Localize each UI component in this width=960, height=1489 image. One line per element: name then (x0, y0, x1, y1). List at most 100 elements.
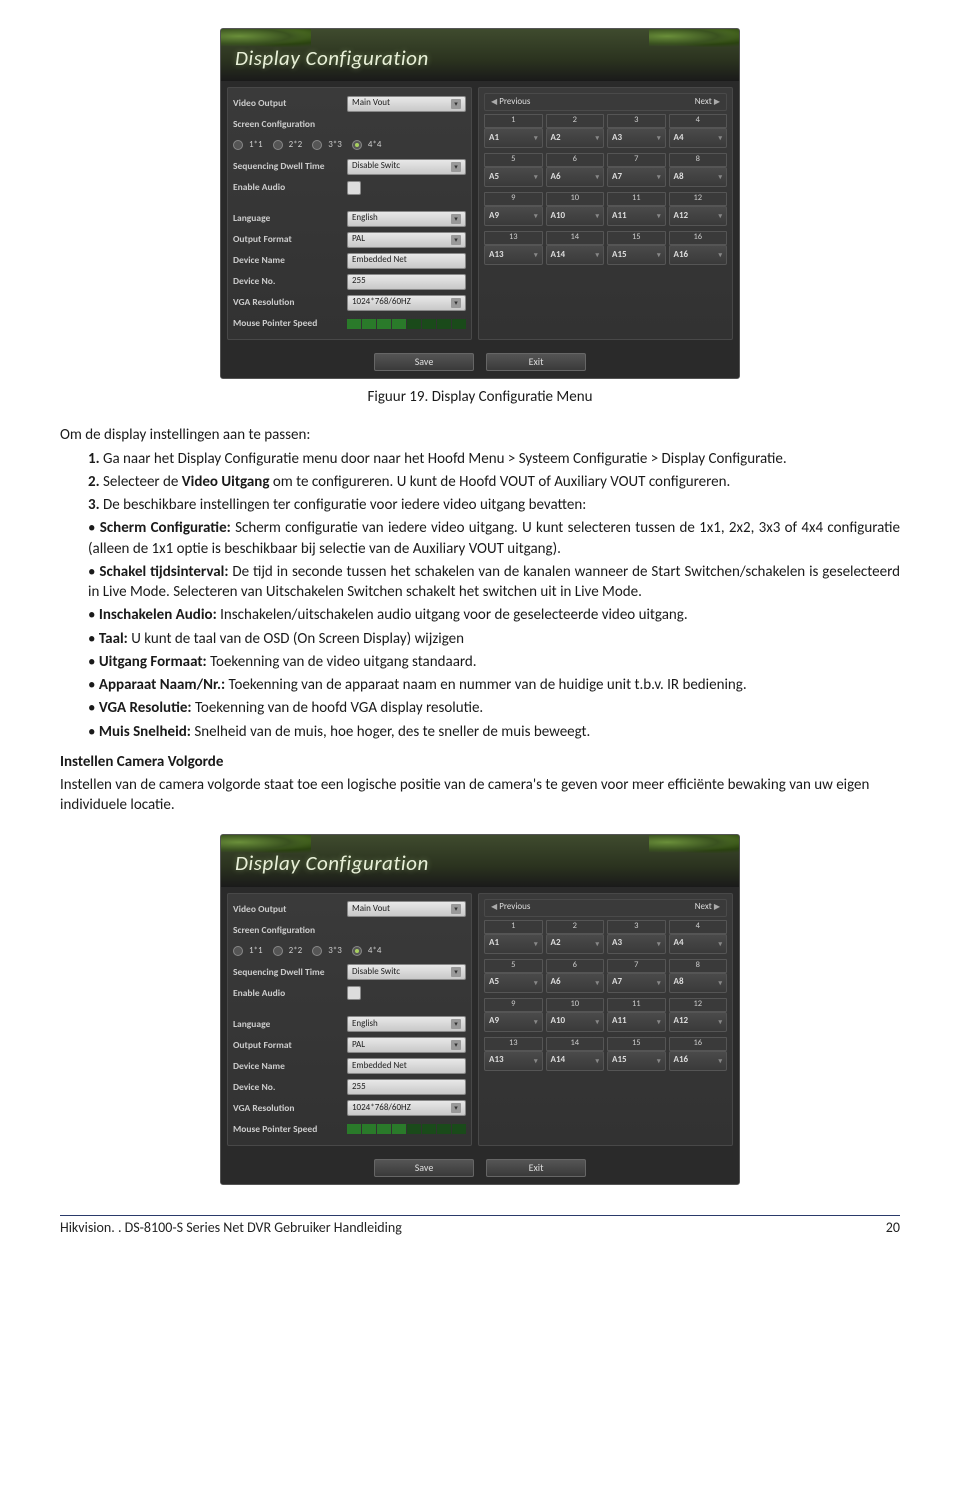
grid-position-16: 16 (669, 231, 728, 245)
exit-button[interactable]: Exit (486, 353, 586, 371)
output-format-select-2[interactable]: PAL ▾ (347, 1037, 466, 1053)
vga-select-2[interactable]: 1024*768/60HZ ▾ (347, 1100, 466, 1116)
vga-label-2: VGA Resolution (233, 1102, 343, 1115)
camera-select-A2[interactable]: A2▾ (546, 934, 605, 954)
camera-select-A16[interactable]: A16▾ (669, 245, 728, 265)
camera-select-A5[interactable]: A5▾ (484, 167, 543, 187)
camera-select-A1[interactable]: A1▾ (484, 128, 543, 148)
camera-select-A3[interactable]: A3▾ (607, 128, 666, 148)
grid-position-14: 14 (546, 231, 605, 245)
enable-audio-checkbox-2[interactable] (347, 986, 361, 1000)
chevron-down-icon: ▾ (534, 978, 538, 987)
camera-select-A15[interactable]: A15▾ (607, 1051, 666, 1071)
chevron-down-icon: ▾ (657, 1017, 661, 1026)
enable-audio-checkbox[interactable] (347, 181, 361, 195)
chevron-down-icon: ▾ (534, 1017, 538, 1026)
step-2: 2. Selecteer de Video Uitgang om te conf… (60, 472, 900, 492)
dwell-select-2[interactable]: Disable Switc ▾ (347, 964, 466, 980)
camera-select-A11[interactable]: A11▾ (607, 1012, 666, 1032)
camera-select-A1[interactable]: A1▾ (484, 934, 543, 954)
camera-select-A4[interactable]: A4▾ (669, 128, 728, 148)
camera-select-A8[interactable]: A8▾ (669, 167, 728, 187)
chevron-down-icon: ▾ (451, 298, 461, 308)
output-format-label: Output Format (233, 233, 343, 246)
camera-select-A14[interactable]: A14▾ (546, 245, 605, 265)
camera-select-A15[interactable]: A15▾ (607, 245, 666, 265)
figure-caption: Figuur 19. Display Configuratie Menu (60, 387, 900, 407)
camera-select-A12[interactable]: A12▾ (669, 206, 728, 226)
camera-select-A5[interactable]: A5▾ (484, 973, 543, 993)
camera-select-A8[interactable]: A8▾ (669, 973, 728, 993)
dwell-select[interactable]: Disable Switc ▾ (347, 159, 466, 175)
camera-select-A11[interactable]: A11▾ (607, 206, 666, 226)
next-button-2[interactable]: Next ▶ (695, 901, 720, 913)
camera-select-A13[interactable]: A13▾ (484, 245, 543, 265)
chevron-down-icon: ▾ (657, 172, 661, 181)
chevron-down-icon: ▾ (534, 1056, 538, 1065)
grid-position-10: 10 (546, 998, 605, 1012)
output-format-select[interactable]: PAL ▾ (347, 232, 466, 248)
radio-4x4-2[interactable] (352, 946, 362, 956)
radio-2x2[interactable] (273, 140, 283, 150)
camera-select-A9[interactable]: A9▾ (484, 1012, 543, 1032)
grid-position-13: 13 (484, 231, 543, 245)
prev-button[interactable]: ◀ Previous (491, 96, 530, 108)
page-footer: Hikvision. . DS-8100-S Series Net DVR Ge… (60, 1215, 900, 1238)
camera-select-A12[interactable]: A12▾ (669, 1012, 728, 1032)
mouse-speed-slider[interactable] (347, 319, 466, 329)
camera-select-A2[interactable]: A2▾ (546, 128, 605, 148)
device-name-input-2[interactable]: Embedded Net (347, 1058, 466, 1074)
radio-3x3-2[interactable] (312, 946, 322, 956)
radio-4x4[interactable] (352, 140, 362, 150)
camera-select-A9[interactable]: A9▾ (484, 206, 543, 226)
chevron-down-icon: ▾ (451, 1019, 461, 1029)
camera-select-A6[interactable]: A6▾ (546, 973, 605, 993)
device-no-input-2[interactable]: 255 (347, 1079, 466, 1095)
video-output-select-2[interactable]: Main Vout ▾ (347, 901, 466, 917)
bullet-schakel: • Schakel tijdsinterval: De tijd in seco… (60, 562, 900, 603)
header-decoration (221, 29, 739, 47)
language-select[interactable]: English ▾ (347, 211, 466, 227)
camera-select-A4[interactable]: A4▾ (669, 934, 728, 954)
save-button[interactable]: Save (374, 353, 474, 371)
exit-button-2[interactable]: Exit (486, 1159, 586, 1177)
screen-config-radios-2: 1*1 2*2 3*3 4*4 (233, 945, 466, 957)
radio-1x1[interactable] (233, 140, 243, 150)
device-no-input[interactable]: 255 (347, 274, 466, 290)
chevron-down-icon: ▾ (718, 1017, 722, 1026)
language-select-2[interactable]: English ▾ (347, 1016, 466, 1032)
grid-position-7: 7 (607, 153, 666, 167)
device-name-input[interactable]: Embedded Net (347, 253, 466, 269)
grid-position-5: 5 (484, 959, 543, 973)
camera-select-A14[interactable]: A14▾ (546, 1051, 605, 1071)
next-button[interactable]: Next ▶ (695, 96, 720, 108)
chevron-down-icon: ▾ (595, 211, 599, 220)
grid-nav-2: ◀ Previous Next ▶ (484, 899, 727, 917)
chevron-down-icon: ▾ (718, 133, 722, 142)
camera-select-A16[interactable]: A16▾ (669, 1051, 728, 1071)
radio-3x3[interactable] (312, 140, 322, 150)
camera-select-A10[interactable]: A10▾ (546, 206, 605, 226)
prev-button-2[interactable]: ◀ Previous (491, 901, 530, 913)
window-title-2: Display Configuration (235, 849, 429, 877)
arrow-left-icon: ◀ (491, 902, 497, 912)
video-output-select[interactable]: Main Vout ▾ (347, 96, 466, 112)
grid-position-6: 6 (546, 153, 605, 167)
grid-position-8: 8 (669, 959, 728, 973)
chevron-down-icon: ▾ (595, 1017, 599, 1026)
camera-select-A7[interactable]: A7▾ (607, 167, 666, 187)
mouse-speed-slider-2[interactable] (347, 1124, 466, 1134)
chevron-down-icon: ▾ (595, 939, 599, 948)
save-button-2[interactable]: Save (374, 1159, 474, 1177)
vga-select[interactable]: 1024*768/60HZ ▾ (347, 295, 466, 311)
camera-select-A3[interactable]: A3▾ (607, 934, 666, 954)
chevron-down-icon: ▾ (451, 1103, 461, 1113)
camera-select-A10[interactable]: A10▾ (546, 1012, 605, 1032)
camera-select-A13[interactable]: A13▾ (484, 1051, 543, 1071)
camera-select-A6[interactable]: A6▾ (546, 167, 605, 187)
camera-select-A7[interactable]: A7▾ (607, 973, 666, 993)
radio-2x2-2[interactable] (273, 946, 283, 956)
radio-1x1-2[interactable] (233, 946, 243, 956)
video-output-label: Video Output (233, 97, 343, 110)
chevron-down-icon: ▾ (595, 133, 599, 142)
